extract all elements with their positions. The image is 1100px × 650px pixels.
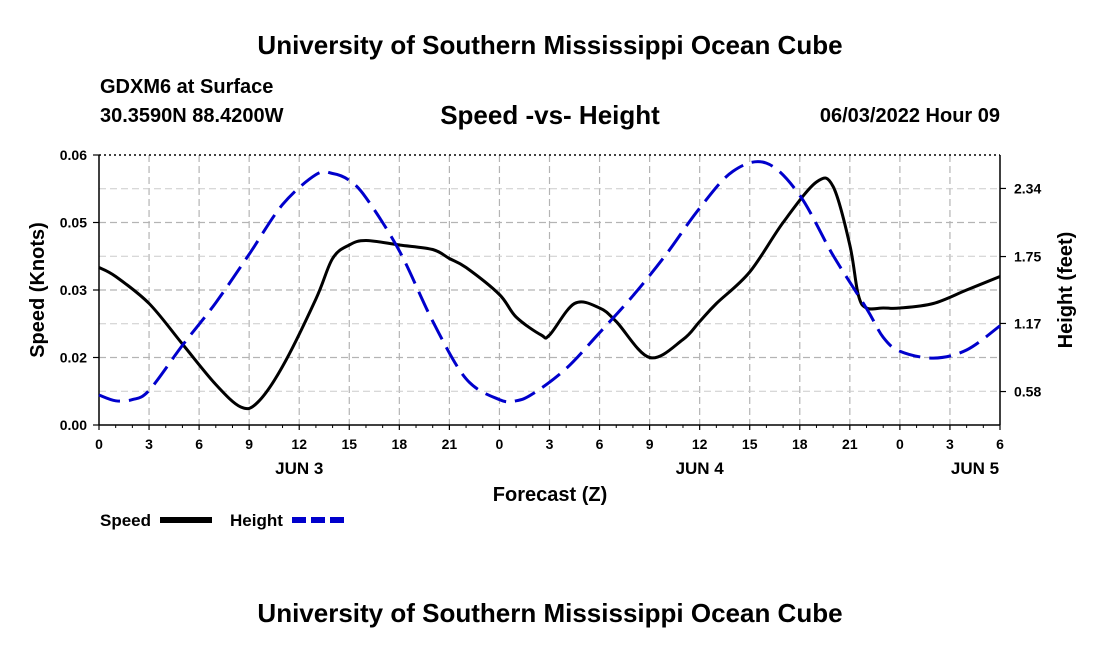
x-tick-label: 3 <box>946 436 954 452</box>
x-tick-label: 12 <box>291 436 307 452</box>
height-series-line <box>98 160 1001 404</box>
day-label: JUN 4 <box>676 459 725 478</box>
legend-label-speed: Speed <box>100 511 151 530</box>
y-axis-title: Speed (Knots) <box>27 222 49 358</box>
x-tick-label: 6 <box>195 436 203 452</box>
y2-axis-title: Height (feet) <box>1055 232 1077 349</box>
x-tick-label: 21 <box>442 436 458 452</box>
y-tick-label: 0.02 <box>60 350 87 366</box>
x-tick-label: 9 <box>646 436 654 452</box>
x-tick-label: 18 <box>392 436 408 452</box>
day-label: JUN 5 <box>951 459 999 478</box>
y-tick-label: 0.03 <box>60 282 87 298</box>
x-tick-label: 3 <box>546 436 554 452</box>
y-tick-label: 0.05 <box>60 215 87 231</box>
x-tick-label: 6 <box>996 436 1004 452</box>
y2-tick-label: 2.34 <box>1014 180 1041 196</box>
speed-series-line <box>98 176 1001 411</box>
x-tick-label: 0 <box>95 436 103 452</box>
y2-tick-label: 1.17 <box>1014 315 1041 331</box>
x-tick-label: 15 <box>742 436 758 452</box>
x-tick-label: 21 <box>842 436 858 452</box>
station-label: GDXM6 at Surface <box>100 76 274 98</box>
y-tick-label: 0.00 <box>60 417 87 433</box>
chart-subtitle: Speed -vs- Height <box>440 100 660 130</box>
day-label: JUN 3 <box>275 459 323 478</box>
x-tick-label: 3 <box>145 436 153 452</box>
x-tick-label: 0 <box>496 436 504 452</box>
y-tick-label: 0.06 <box>60 147 87 163</box>
y2-tick-label: 0.58 <box>1014 384 1041 400</box>
x-axis-title: Forecast (Z) <box>493 484 607 506</box>
footer-title: University of Southern Mississippi Ocean… <box>257 598 843 628</box>
x-tick-label: 18 <box>792 436 808 452</box>
x-tick-label: 0 <box>896 436 904 452</box>
legend-label-height: Height <box>230 511 283 530</box>
coordinates-label: 30.3590N 88.4200W <box>100 105 284 127</box>
x-tick-label: 9 <box>245 436 253 452</box>
chart-title: University of Southern Mississippi Ocean… <box>257 30 843 60</box>
forecast-datetime: 06/03/2022 Hour 09 <box>819 105 1000 127</box>
x-tick-label: 15 <box>341 436 357 452</box>
x-tick-label: 12 <box>692 436 708 452</box>
x-tick-label: 6 <box>596 436 604 452</box>
y2-tick-label: 1.75 <box>1014 249 1041 265</box>
